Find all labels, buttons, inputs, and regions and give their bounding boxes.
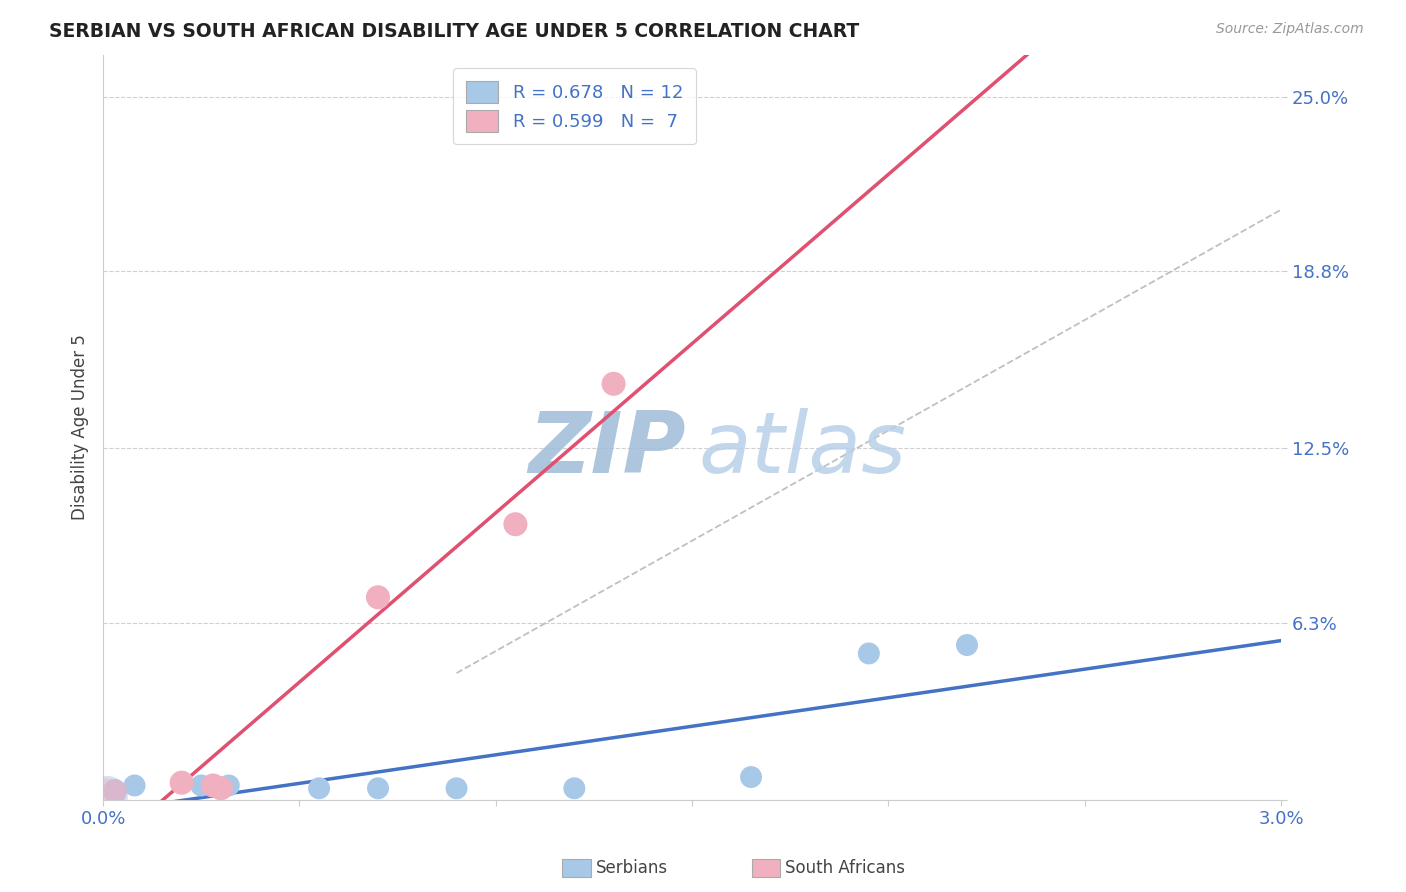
Text: SERBIAN VS SOUTH AFRICAN DISABILITY AGE UNDER 5 CORRELATION CHART: SERBIAN VS SOUTH AFRICAN DISABILITY AGE … xyxy=(49,22,859,41)
Point xyxy=(602,376,624,391)
Text: Serbians: Serbians xyxy=(596,859,668,877)
Point xyxy=(367,781,389,796)
Point xyxy=(740,770,762,784)
Text: South Africans: South Africans xyxy=(785,859,904,877)
Legend: R = 0.678   N = 12, R = 0.599   N =  7: R = 0.678 N = 12, R = 0.599 N = 7 xyxy=(453,68,696,145)
Y-axis label: Disability Age Under 5: Disability Age Under 5 xyxy=(72,334,89,520)
Point xyxy=(367,591,389,605)
Point xyxy=(202,779,225,793)
Text: ZIP: ZIP xyxy=(529,409,686,491)
Point xyxy=(505,517,527,532)
Point xyxy=(96,789,118,804)
Point xyxy=(209,781,232,796)
Text: Source: ZipAtlas.com: Source: ZipAtlas.com xyxy=(1216,22,1364,37)
Point xyxy=(190,779,212,793)
Point xyxy=(96,789,118,804)
Point xyxy=(562,781,585,796)
Point xyxy=(956,638,979,652)
Point xyxy=(170,775,193,789)
Point xyxy=(308,781,330,796)
Text: atlas: atlas xyxy=(697,409,905,491)
Point xyxy=(218,779,240,793)
Point xyxy=(104,784,127,798)
Point xyxy=(124,779,146,793)
Point xyxy=(104,784,127,798)
Point xyxy=(446,781,468,796)
Point xyxy=(858,647,880,661)
Point xyxy=(209,781,232,796)
